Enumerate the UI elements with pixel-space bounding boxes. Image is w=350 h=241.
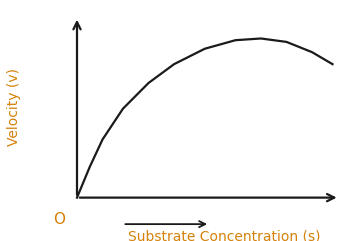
Text: Substrate Concentration (s): Substrate Concentration (s) <box>128 229 320 241</box>
Text: O: O <box>54 212 65 227</box>
Text: Velocity (v): Velocity (v) <box>7 68 21 146</box>
